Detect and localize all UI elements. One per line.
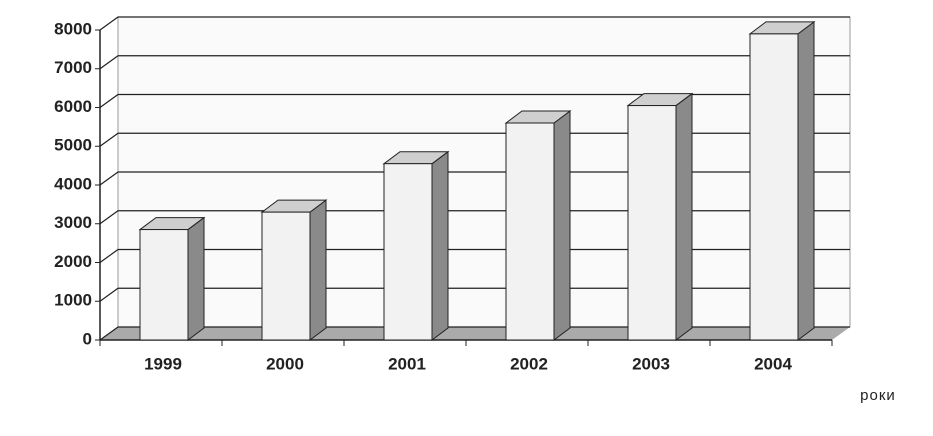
- grid-line: [99, 55, 850, 70]
- bar-side: [187, 216, 205, 341]
- x-tick-label: 2001: [388, 354, 426, 373]
- bar: [383, 163, 433, 341]
- bar: [627, 105, 677, 341]
- x-axis-label: роки: [860, 387, 896, 404]
- grid-line: [99, 287, 850, 302]
- x-tick-label: 1999: [144, 354, 182, 373]
- bar-side: [675, 92, 693, 341]
- y-tick-label: 2000: [54, 252, 92, 271]
- grid-line: [99, 16, 850, 31]
- y-tick-label: 0: [83, 329, 92, 348]
- y-tick-label: 3000: [54, 213, 92, 232]
- y-tick-label: 7000: [54, 58, 92, 77]
- x-tick-label: 2002: [510, 354, 548, 373]
- grid-line: [99, 210, 850, 225]
- y-tick-label: 6000: [54, 97, 92, 116]
- grid-line: [99, 248, 850, 263]
- bar: [505, 122, 555, 341]
- bar: [139, 229, 189, 341]
- y-tick-label: 5000: [54, 136, 92, 155]
- bar: [261, 211, 311, 341]
- bar-side: [309, 199, 327, 341]
- x-tick-label: 2003: [632, 354, 670, 373]
- y-tick-label: 8000: [54, 19, 92, 38]
- grid-line: [99, 93, 850, 108]
- y-tick-label: 4000: [54, 174, 92, 193]
- y-tick-label: 1000: [54, 291, 92, 310]
- bar-side: [553, 110, 571, 341]
- x-tick-label: 2000: [266, 354, 304, 373]
- bar: [749, 33, 799, 341]
- grid-line: [99, 326, 850, 341]
- bar-side: [431, 150, 449, 341]
- grid-line: [99, 132, 850, 147]
- grid-line: [99, 171, 850, 186]
- floor: [100, 327, 850, 340]
- x-tick-label: 2004: [754, 354, 792, 373]
- bar-side: [797, 20, 815, 341]
